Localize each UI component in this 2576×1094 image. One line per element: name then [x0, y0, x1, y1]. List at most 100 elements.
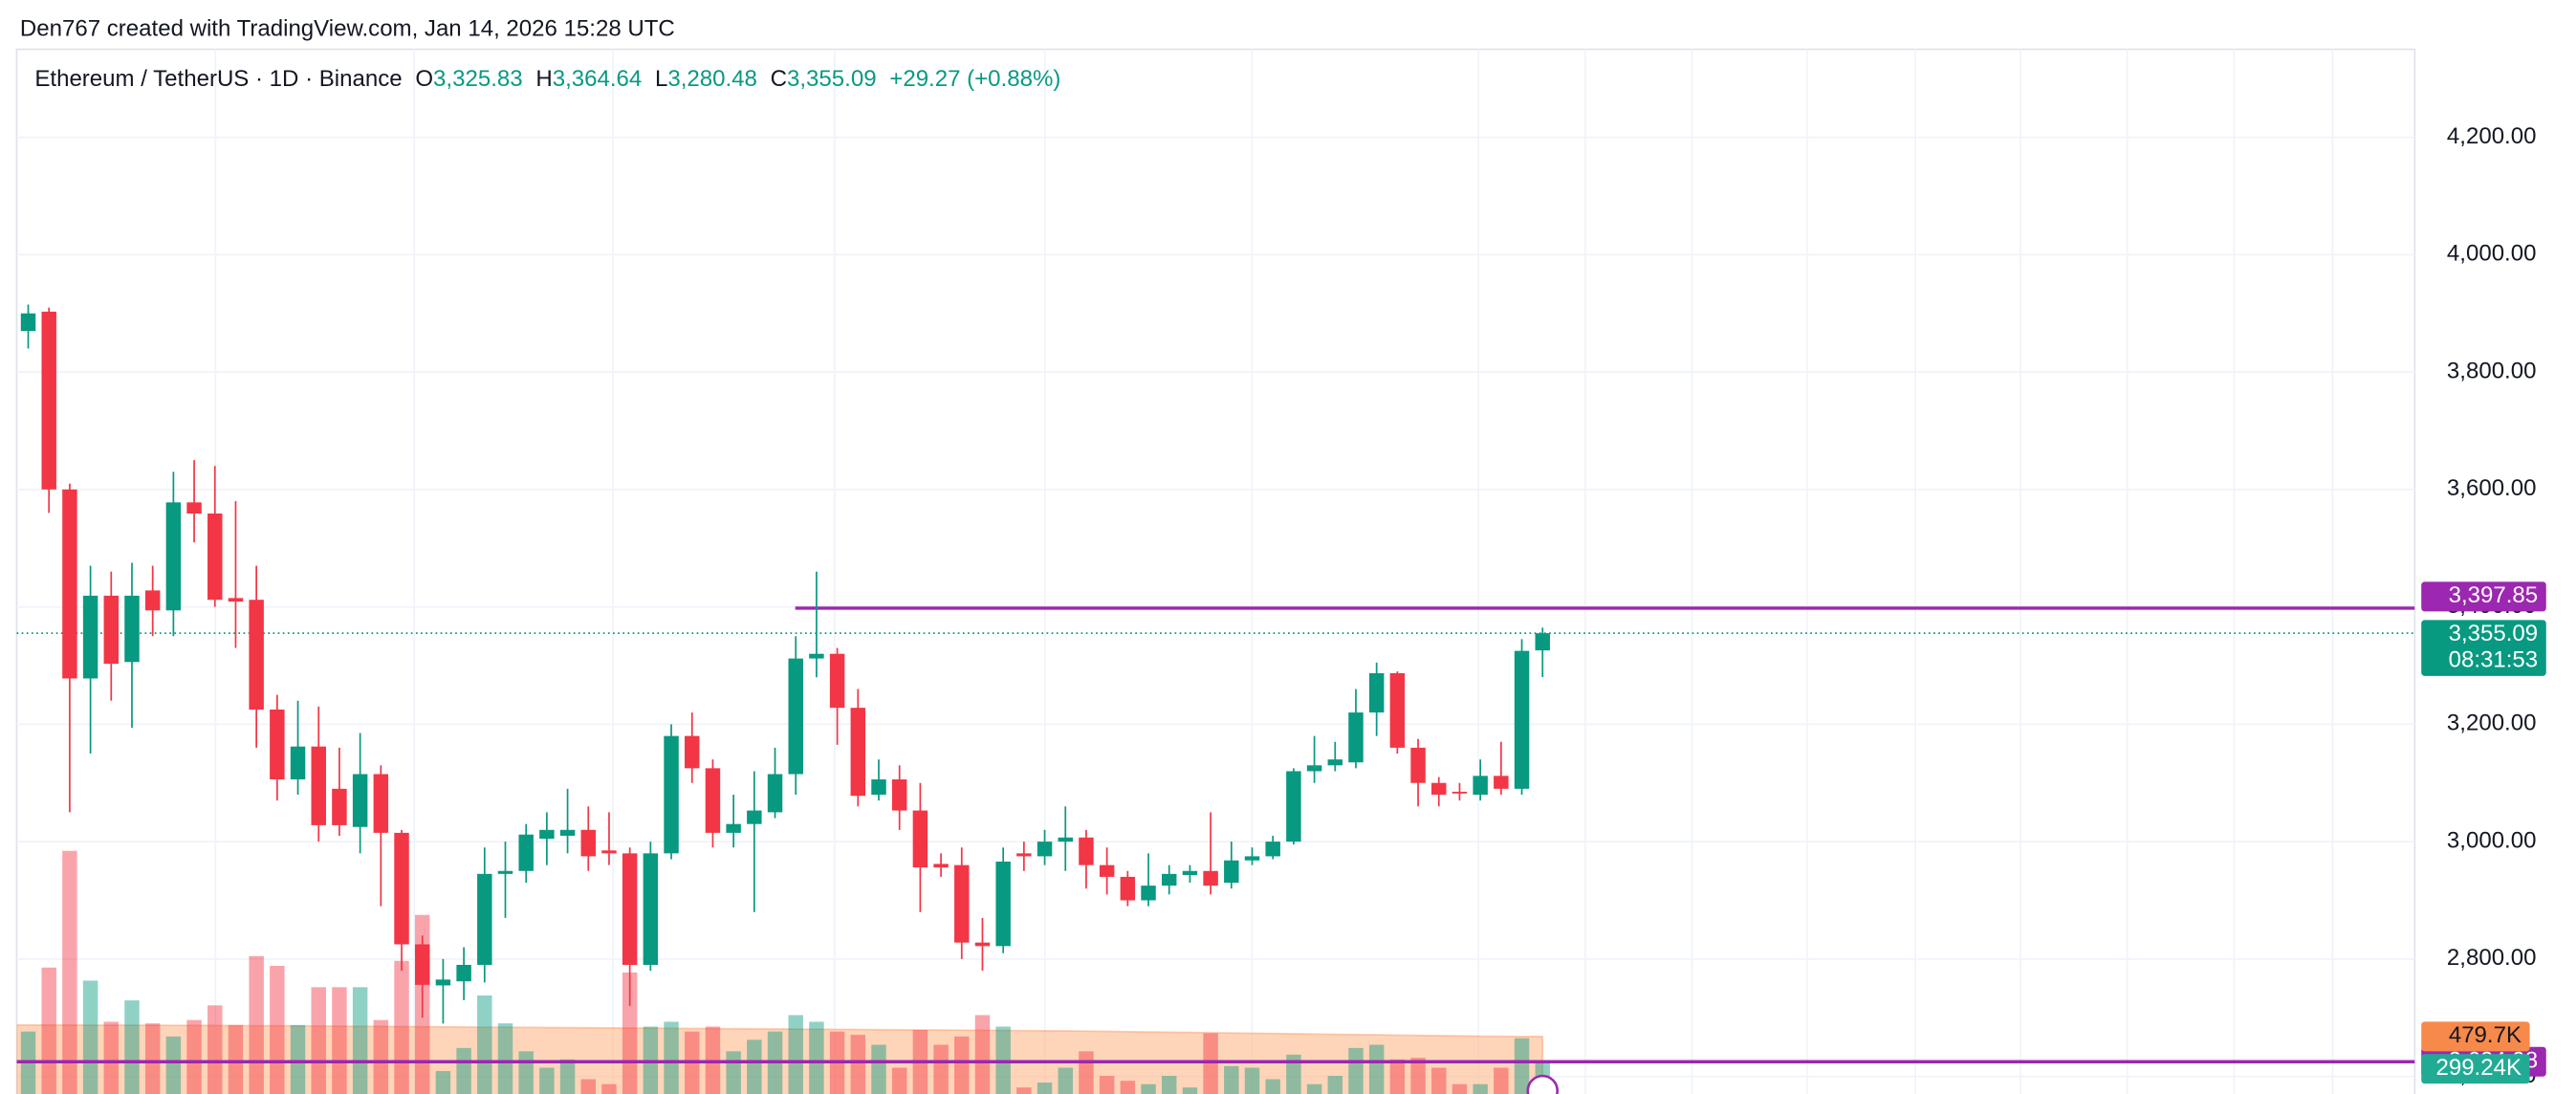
candle-body: [1099, 864, 1115, 877]
volume-bar: [1286, 1054, 1301, 1094]
candle-body: [497, 870, 513, 874]
candle-body: [270, 709, 285, 780]
candle-body: [871, 779, 886, 795]
candle-body: [829, 653, 845, 709]
volume-bar: [435, 1071, 451, 1094]
candle-body: [1120, 876, 1136, 901]
legend-change: +29.27 (+0.88%): [889, 67, 1060, 93]
candle-body: [580, 829, 596, 857]
candle-body: [41, 311, 56, 490]
candle-body: [601, 850, 617, 854]
volume-bar: [891, 1067, 907, 1094]
volume-bar: [207, 1005, 223, 1094]
candle-body: [456, 964, 471, 982]
volume-bar: [1079, 1051, 1094, 1094]
volume-bar: [933, 1044, 949, 1094]
y-tick-label: 2,800.00: [2447, 945, 2537, 971]
legend-value: 3,280.48: [667, 67, 757, 93]
candle-body: [622, 853, 638, 965]
volume-bar: [954, 1036, 970, 1094]
volume-bar: [456, 1047, 471, 1094]
volume-bar: [1099, 1076, 1115, 1094]
volume-ma-area: [16, 1023, 1544, 1094]
candle-body: [643, 853, 659, 965]
volume-bar: [1494, 1067, 1509, 1094]
candle-body: [933, 864, 949, 868]
volume-bar: [1203, 1033, 1218, 1094]
candle-body: [352, 774, 368, 827]
candle-body: [1058, 837, 1073, 842]
candle-body: [124, 595, 140, 663]
volume-bar: [62, 850, 77, 1094]
volume-bar: [1306, 1083, 1322, 1094]
candle-body: [165, 502, 182, 611]
candle-body: [1473, 776, 1488, 795]
candle-body: [1452, 791, 1468, 794]
volume-bar: [809, 1021, 824, 1094]
volume-bar: [394, 960, 409, 1094]
volume-bar: [1389, 1059, 1406, 1094]
candle-body: [332, 788, 347, 825]
event-icon[interactable]: [1526, 1074, 1559, 1094]
candle-body: [103, 595, 120, 665]
grid: [16, 49, 2415, 1094]
candle-body: [311, 746, 326, 825]
volume-label: 299.24K: [2435, 1055, 2521, 1081]
volume-bar: [1016, 1087, 1032, 1094]
candle-body: [1224, 860, 1239, 884]
volume-bar: [41, 967, 56, 1094]
volume-bar: [165, 1036, 182, 1094]
volume-label: 479.7K: [2449, 1022, 2521, 1048]
legend-value: 3,355.09: [787, 67, 877, 93]
last-price-label: 3,355.09: [2449, 621, 2539, 646]
candle-body: [518, 834, 534, 871]
legend-key: C: [771, 67, 787, 93]
volume-bar: [601, 1083, 617, 1094]
volume-bar: [373, 1019, 389, 1094]
candle-body: [1265, 842, 1280, 857]
volume-bar: [539, 1067, 555, 1094]
legend-value: 3,325.83: [433, 67, 523, 93]
candle-body: [850, 708, 866, 797]
volume-bar: [788, 1015, 803, 1094]
candle-body: [1514, 650, 1530, 789]
candle-body: [1079, 837, 1094, 865]
candle-body: [685, 735, 700, 769]
volume-bar: [1327, 1076, 1343, 1094]
candle-body: [1244, 856, 1260, 861]
candle-body: [20, 313, 36, 332]
volume-bar: [1410, 1058, 1426, 1094]
volume-bar: [1058, 1067, 1073, 1094]
countdown: 08:31:53: [2449, 647, 2539, 673]
volume-bar: [747, 1039, 762, 1094]
volume-bar: [518, 1051, 534, 1094]
volume-bar: [664, 1021, 679, 1094]
candle-body: [1327, 759, 1343, 766]
candle-body: [954, 864, 970, 943]
volume-bar: [559, 1059, 576, 1094]
y-tick-label: 3,800.00: [2447, 358, 2537, 383]
volume-bar: [580, 1079, 596, 1094]
candle-body: [974, 942, 991, 947]
volume-bar: [186, 1019, 202, 1094]
volume-bar: [332, 987, 347, 1094]
volume-bar: [249, 955, 264, 1094]
candle-body: [373, 774, 389, 833]
price-lines: [16, 606, 2415, 1063]
volume-bar: [1368, 1044, 1385, 1094]
candle-body: [995, 861, 1011, 947]
volume-bar: [497, 1023, 513, 1094]
candle-body: [1368, 672, 1385, 713]
volume-bar: [1141, 1083, 1156, 1094]
candle-body: [809, 653, 824, 659]
plot-frame: [15, 48, 2416, 1094]
candle-body: [414, 944, 430, 985]
volume-bar: [850, 1035, 866, 1094]
candle-body: [82, 595, 98, 679]
volume-bar: [1120, 1081, 1136, 1094]
legend-key: H: [535, 67, 552, 93]
volume-bar: [477, 995, 492, 1094]
candle-body: [664, 735, 679, 854]
candle-body: [1306, 765, 1322, 772]
